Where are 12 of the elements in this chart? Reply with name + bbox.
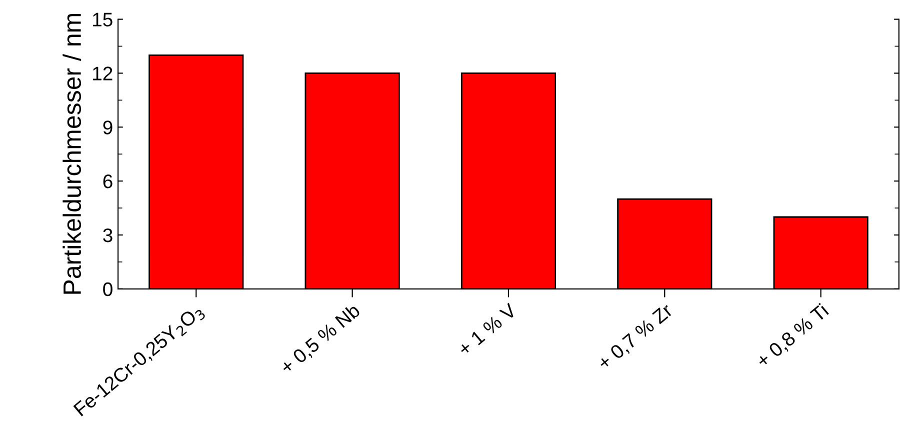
x-tick-label: Fe-12Cr-0,25Y$_{2}$O$_{3}$	[73, 304, 206, 419]
y-tick-label: 12	[93, 66, 112, 80]
y-axis-title: Partikeldurchmesser / nm	[62, 14, 82, 294]
x-tick-label: + 1 % V	[457, 302, 518, 356]
y-tick-label: 0	[103, 282, 112, 296]
x-tick-label: + 0,7 % Zr	[596, 302, 676, 372]
y-tick-label: 3	[103, 228, 112, 242]
x-tick-label: + 0,8 % Ti	[754, 302, 830, 370]
x-tick-label: + 0,5 % Nb	[278, 302, 362, 376]
y-tick-label: 6	[103, 174, 112, 188]
y-tick-label: 15	[93, 12, 112, 26]
y-tick-label: 9	[103, 120, 112, 134]
